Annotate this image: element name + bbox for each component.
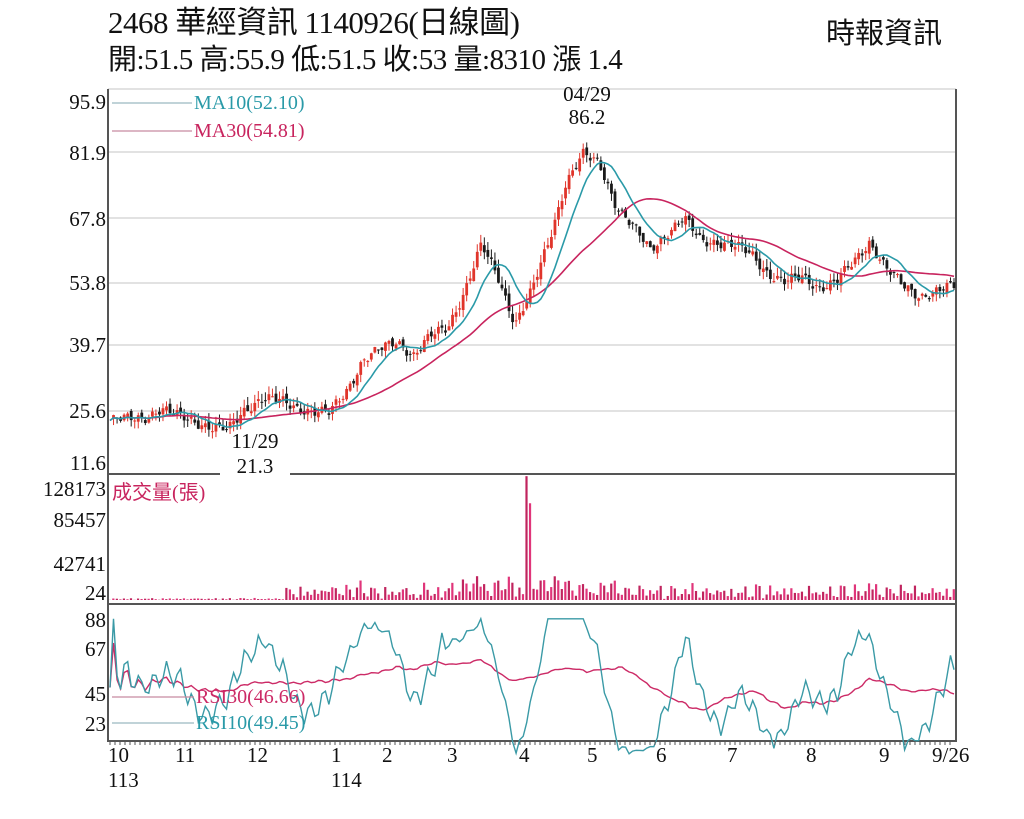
volume-tick: 24	[85, 581, 106, 605]
source-label: 時報資訊	[826, 18, 943, 50]
x-tick-month: 6	[656, 743, 667, 767]
chart-title: 2468 華經資訊 1140926(日線圖)	[108, 5, 520, 40]
rsi10-legend: RSI10(49.45)	[196, 712, 306, 734]
ohlc-summary: 開:51.5 高:55.9 低:51.5 收:53 量:8310 漲 1.4	[108, 44, 623, 76]
rsi-tick: 23	[85, 712, 106, 736]
x-tick-month: 1	[331, 743, 342, 767]
x-tick-month: 9	[879, 743, 890, 767]
x-tick-month: 5	[587, 743, 598, 767]
low-value-annotation: 21.3	[220, 455, 290, 477]
x-tick-month: 12	[247, 743, 268, 767]
ma30-legend: MA30(54.81)	[194, 120, 305, 142]
x-tick-month: 9/26	[932, 743, 970, 767]
price-tick: 25.6	[69, 399, 106, 423]
x-tick-month: 3	[447, 743, 458, 767]
x-tick-month: 10	[108, 743, 129, 767]
low-date-annotation: 11/29	[231, 429, 279, 453]
x-tick-year: 113	[108, 768, 139, 792]
rsi-tick: 88	[85, 608, 106, 632]
volume-tick: 42741	[53, 552, 107, 576]
x-tick-month: 11	[175, 743, 196, 767]
rsi-tick: 67	[85, 637, 106, 661]
ma10-legend: MA10(52.10)	[194, 92, 305, 114]
rsi-tick: 45	[85, 682, 106, 706]
price-tick: 95.9	[69, 90, 106, 114]
rsi30-legend: RSI30(46.66)	[196, 686, 306, 708]
volume-tick: 85457	[53, 508, 107, 532]
price-tick: 39.7	[69, 333, 106, 357]
volume-label: 成交量(張)	[112, 482, 206, 504]
x-tick-month: 7	[727, 743, 738, 767]
volume-tick: 128173	[43, 477, 106, 501]
price-tick: 81.9	[69, 141, 106, 165]
price-tick: 11.6	[70, 451, 106, 475]
high-date-annotation: 04/29	[563, 82, 611, 106]
x-tick-year: 114	[331, 768, 362, 792]
x-tick-month: 4	[519, 743, 530, 767]
price-tick: 67.8	[69, 207, 106, 231]
x-tick-month: 8	[806, 743, 817, 767]
x-tick-month: 2	[382, 743, 393, 767]
high-value-annotation: 86.2	[568, 105, 606, 129]
price-tick: 53.8	[69, 271, 106, 295]
